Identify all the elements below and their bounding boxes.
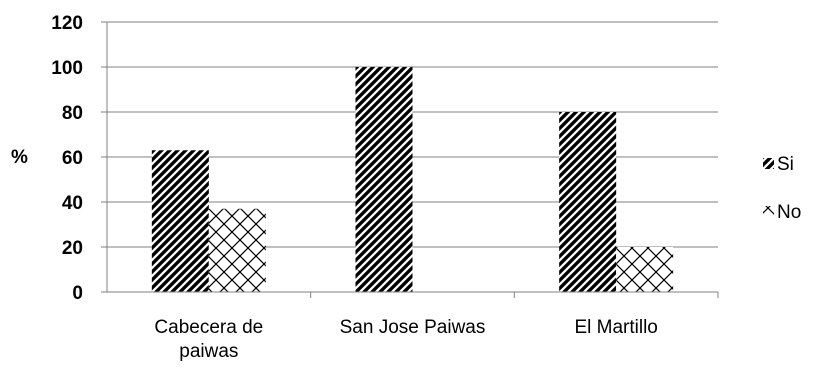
bars <box>151 67 674 292</box>
y-tick-label: 80 <box>62 103 83 124</box>
category-label-line: paiwas <box>179 341 238 362</box>
y-tick-label: 20 <box>62 238 83 259</box>
category-labels: Cabecera de paiwas San Jose Paiwas El Marti… <box>154 317 657 362</box>
y-tick-label: 40 <box>62 193 83 214</box>
legend-label-no: No <box>777 202 801 223</box>
y-axis-label: % <box>11 147 28 168</box>
bar-si-1 <box>151 150 209 292</box>
category-label-line: El Martillo <box>574 317 657 338</box>
y-tick-label: 100 <box>51 58 83 79</box>
bar-si-3 <box>559 112 617 292</box>
legend-swatch-si <box>763 158 774 169</box>
y-tick-label: 60 <box>62 148 83 169</box>
category-label: El Martillo <box>574 317 657 338</box>
category-label-line: San Jose Paiwas <box>340 317 486 338</box>
bar-no-3 <box>616 247 674 292</box>
category-label: Cabecera de paiwas <box>154 317 263 362</box>
category-label: San Jose Paiwas <box>340 317 486 338</box>
legend-swatch-no <box>763 206 774 217</box>
legend: Si No <box>763 154 801 223</box>
y-tick-label: 0 <box>72 283 83 304</box>
bar-no-1 <box>208 208 266 292</box>
axes <box>101 21 719 298</box>
y-tick-label: 120 <box>51 13 83 34</box>
legend-label-si: Si <box>777 154 794 175</box>
category-label-line: Cabecera de <box>154 317 263 338</box>
bar-si-2 <box>355 67 413 292</box>
y-tick-labels: 0 20 40 60 80 100 120 <box>51 13 83 304</box>
